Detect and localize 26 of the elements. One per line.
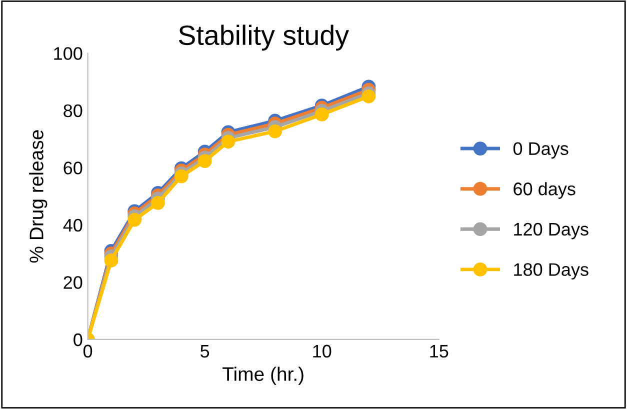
y-tick-label: 40 — [63, 218, 82, 232]
point — [104, 254, 118, 268]
legend-label: 180 Days — [514, 263, 588, 280]
legend-label: 60 days — [514, 182, 576, 199]
y-tick-label: 0 — [74, 333, 82, 346]
point — [151, 196, 165, 210]
point — [128, 212, 142, 227]
point — [198, 154, 212, 168]
point — [221, 134, 236, 149]
legend-label: 120 Days — [514, 222, 588, 240]
chart-title: Stability study — [178, 24, 349, 51]
y-tick-label: 80 — [64, 104, 82, 118]
point — [362, 89, 376, 104]
x-tick-label: 10 — [313, 344, 332, 358]
y-tick-label: 60 — [64, 162, 82, 174]
x-tick-label: 15 — [430, 344, 448, 358]
y-tick-label: 100 — [54, 47, 82, 60]
x-tick-label: 0 — [83, 344, 92, 358]
legend-label: 0 Days — [513, 142, 568, 159]
x-axis-title: Time (hr.) — [222, 366, 304, 385]
x-tick-label: 5 — [200, 344, 210, 358]
y-tick-label: 20 — [64, 276, 82, 289]
point — [174, 169, 188, 184]
point — [314, 107, 329, 122]
point — [268, 124, 282, 138]
y-axis-title: % Drug release — [29, 130, 48, 263]
